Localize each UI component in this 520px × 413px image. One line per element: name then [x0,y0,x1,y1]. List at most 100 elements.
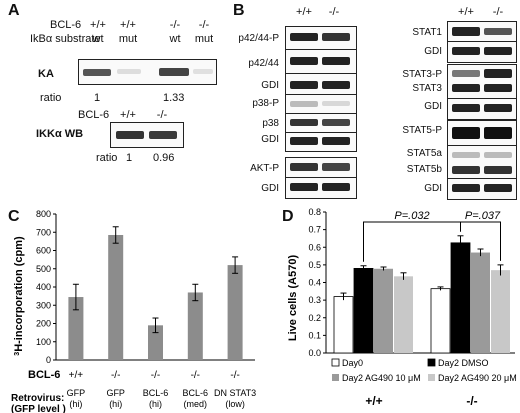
blot-band [484,84,512,92]
panel-label-c: C [8,208,20,225]
chart-c-retro-name: BCL-6 [143,388,169,398]
genotype-label: -/- [198,19,210,31]
blot-label: GDI [261,80,279,91]
chart-c-retro-level: (hi) [149,399,162,409]
chart-d-bar [374,268,393,353]
blot-band [322,183,350,191]
chart-d: Live cells (A570) 0.0 0.1 0.2 0.3 0.4 0.5 0.6 0… [287,207,517,408]
chart-c-genotype-label: -/- [230,370,239,381]
blot-band [452,152,480,158]
chart-c-ytick-label: 400 [36,282,51,292]
ikk-blot [110,122,184,148]
bcl6-label: BCL-6 [50,19,82,31]
blot-band [159,68,189,76]
chart-d-bracket [460,221,501,261]
genotype-label: +/+ [90,19,106,31]
blot-band [290,137,318,145]
chart-c-retro-level: (low) [225,399,245,409]
blot-band [484,69,512,78]
blot-divider [448,41,516,42]
chart-c-ylabel: 3H-incorporation (cpm) [13,236,25,356]
chart-c-bar [187,292,203,360]
blot-band [322,81,350,89]
blot-band [452,27,480,36]
genotype-label: +/+ [296,6,312,18]
blot-band [484,152,512,158]
chart-d-bracket [363,221,461,262]
ratio-label: ratio [40,92,62,104]
chart-d-ytick-label: 0.2 [308,313,321,323]
chart-d-legend-swatch [331,358,340,367]
chart-c-ytick-label: 200 [36,319,51,329]
blot-label: STAT5b [406,164,442,175]
blot-label: STAT1 [412,27,442,38]
ikk-label: IKKα WB [36,128,84,140]
chart-d-legend-swatch [332,374,339,381]
blot-band [484,166,512,174]
chart-c-ytick-label: 100 [36,337,51,347]
chart-c-genotype-label: -/- [111,370,120,381]
chart-c-retro-level: (hi) [69,399,82,409]
chart-d-legend-label: Day2 AG490 20 μM [438,373,517,383]
chart-c-bar [68,297,84,360]
chart-c-bar [227,265,243,360]
blot-band [322,119,350,126]
genotype-label: -/- [156,109,168,121]
chart-d-legend-label: Day2 AG490 10 μM [342,373,421,383]
chart-c-retro-name: GFP [67,388,86,398]
blot-label: STAT5a [406,148,442,159]
chart-d-pvalue: P=.037 [465,210,501,222]
chart-d-ytick-label: 0.5 [308,260,321,270]
blot-band [484,104,512,112]
chart-c-ylabel-sup: 3 [14,352,21,356]
blot-band [116,131,144,139]
blot-divider [286,132,356,133]
chart-c-ytick-label: 800 [36,209,51,219]
chart-c-ytick-label: 700 [36,227,51,237]
chart-c-ytick-label: 500 [36,264,51,274]
blot-band [452,70,480,77]
chart-d-legend-swatch [428,374,435,381]
chart-c-bcl6-label: BCL-6 [28,369,60,381]
blot-band [484,47,512,55]
ikk-ratio-value: 0.96 [153,152,175,164]
blot-divider [286,177,356,178]
chart-c: 3H-incorporation (cpm) 0 100 200 300 400 500 6… [11,209,256,413]
chart-d-ytick-label: 0.4 [308,278,321,288]
blot-band [149,131,177,139]
blot-label: STAT5-P [402,125,442,136]
chart-d-ytick-label: 0.6 [308,242,321,252]
blot-frame [285,26,357,100]
chart-c-retro-name: DN STAT3 [214,388,256,398]
chart-d-ytick-label: 0.0 [308,348,321,358]
blot-band [484,127,512,139]
blot-band [83,69,111,76]
blot-frame [285,157,357,199]
blot-band [322,101,350,106]
blot-band [290,119,318,126]
chart-c-retro-name: BCL-6 [183,388,209,398]
chart-c-retro-name: GFP [106,388,125,398]
chart-c-retro-level: (med) [184,399,208,409]
genotype-label: -/- [328,6,340,18]
ka-ratio-value: 1 [94,92,101,104]
chart-c-ylabel-text: H-incorporation (cpm) [13,236,25,352]
chart-d-legend-swatch [427,358,436,367]
chart-d-ytick-label: 0.1 [308,330,321,340]
chart-d-legend-label: Day2 DMSO [438,358,489,368]
blot-band [290,101,318,107]
chart-c-bar [148,325,163,360]
blot-label: STAT3-P [402,69,442,80]
chart-d-bar [491,270,510,353]
chart-c-gfp-level-label: (GFP level ) [11,404,66,413]
chart-c-genotype-label: -/- [191,370,200,381]
substrate-label: IkBα substrate [30,33,101,45]
genotype-label: -/- [169,19,181,31]
chart-d-ytick-label: 0.8 [308,207,321,217]
bcl6-label: BCL-6 [78,109,110,121]
blot-band [484,184,512,192]
blot-label: GDI [424,101,442,112]
blot-band [290,33,318,41]
blot-label: AKT-P [250,163,279,174]
blot-frame [447,21,517,63]
